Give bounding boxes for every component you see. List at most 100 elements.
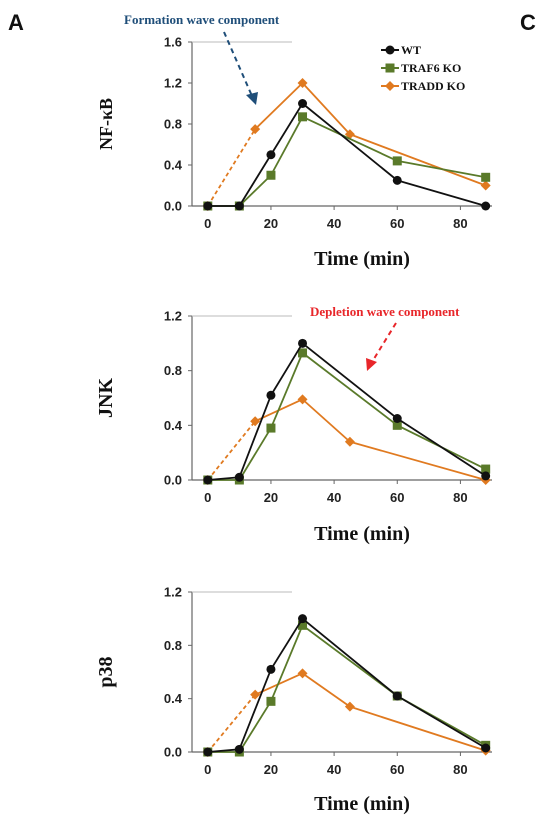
y-tick-label: 1.2: [164, 585, 182, 600]
data-point-circle: [392, 691, 402, 701]
data-point-square: [266, 423, 276, 433]
data-point-square: [392, 156, 402, 166]
x-tick-label: 0: [204, 762, 211, 777]
x-tick-label: 80: [453, 216, 467, 231]
legend-marker: [385, 45, 395, 55]
y-tick-label: 0.0: [164, 745, 182, 760]
series-line-segment: [349, 133, 487, 187]
x-tick-label: 0: [204, 490, 211, 505]
series-line-segment: [238, 154, 272, 207]
series-line-segment: [270, 352, 304, 429]
x-tick-label: 20: [264, 490, 278, 505]
x-tick-label: 80: [453, 762, 467, 777]
series-line-segment: [301, 352, 398, 427]
data-point-circle: [298, 338, 308, 348]
series-line-segment: [254, 82, 304, 130]
series-line-segment: [301, 82, 351, 135]
series-line-segment: [238, 174, 272, 207]
data-point-diamond: [344, 701, 355, 712]
series-traf6-ko: [203, 348, 491, 485]
legend-marker: [385, 81, 395, 91]
series-wt: [203, 338, 491, 485]
series-line-segment: [207, 476, 240, 481]
y-tick-label: 0.0: [164, 473, 182, 488]
x-tick-label: 40: [327, 490, 341, 505]
x-tick-label: 40: [327, 216, 341, 231]
x-tick-label: 20: [264, 216, 278, 231]
data-point-square: [266, 696, 276, 706]
chart-1: 0.0 0.4 0.8 1.2 1.6 0 20 40 60 80 Time (min) NF-κB W…: [96, 35, 492, 270]
legend: WT TRAF6 KO TRADD KO: [381, 43, 465, 93]
x-tick-label: 80: [453, 490, 467, 505]
series-line-segment: [302, 672, 351, 708]
y-axis-title: p38: [95, 656, 117, 687]
series-line-segment: [207, 420, 256, 481]
series-line-segment: [270, 103, 304, 156]
x-axis-title: Time (min): [314, 523, 410, 545]
y-tick-label: 1.2: [164, 309, 182, 324]
y-axis-title: JNK: [95, 378, 117, 418]
data-point-circle: [203, 747, 213, 757]
x-tick-label: 0: [204, 216, 211, 231]
x-tick-label: 40: [327, 762, 341, 777]
series-line-segment: [397, 179, 486, 207]
data-point-circle: [298, 614, 308, 624]
data-point-circle: [481, 471, 491, 481]
data-point-circle: [266, 390, 276, 400]
y-tick-label: 0.4: [164, 158, 183, 173]
legend-label: TRADD KO: [401, 79, 465, 93]
panel-label-c: C: [520, 10, 536, 35]
data-point-diamond: [250, 689, 261, 700]
y-tick-label: 1.6: [164, 35, 182, 50]
series-line-segment: [397, 160, 486, 179]
data-point-circle: [481, 201, 491, 211]
series-line-segment: [302, 116, 398, 162]
data-point-square: [481, 172, 491, 182]
x-axis-title: Time (min): [314, 248, 410, 270]
annotation-arrow-formation: [223, 31, 253, 97]
data-point-circle: [203, 201, 213, 211]
series-line-segment: [349, 440, 486, 481]
data-point-circle: [392, 414, 402, 423]
annotation-arrowhead-formation: [246, 92, 258, 105]
legend-label: TRAF6 KO: [401, 61, 461, 75]
chart-3: 0.0 0.4 0.8 1.2 0 20 40 60 80 Time (min) p38: [95, 585, 492, 815]
series-traf6-ko: [203, 620, 491, 757]
series-line-segment: [207, 128, 256, 207]
series-line-segment: [349, 705, 486, 752]
data-point-square: [266, 170, 276, 180]
data-point-circle: [298, 99, 308, 108]
series-line-segment: [238, 700, 272, 753]
series-line-segment: [301, 617, 398, 697]
y-axis-title: NF-κB: [96, 98, 116, 150]
y-tick-label: 0.0: [164, 199, 182, 214]
panel-label-a: A: [8, 10, 24, 35]
annotation-arrow-depletion: [371, 322, 397, 363]
series-line-segment: [238, 669, 272, 750]
x-tick-label: 20: [264, 762, 278, 777]
data-point-circle: [203, 475, 213, 485]
series-line-segment: [301, 398, 351, 443]
y-tick-label: 1.2: [164, 76, 182, 91]
series-line-segment: [238, 394, 272, 478]
series-line-segment: [270, 116, 304, 176]
series-line-segment: [270, 624, 304, 702]
y-tick-label: 0.4: [164, 691, 183, 706]
annotation-formation-wave: Formation wave component: [124, 12, 280, 27]
data-point-square: [298, 112, 308, 122]
x-tick-label: 60: [390, 490, 404, 505]
series-line-segment: [396, 417, 487, 477]
series-line-segment: [270, 618, 304, 670]
chart-2: 0.0 0.4 0.8 1.2 0 20 40 60 80 Time (min) JNK: [95, 309, 492, 545]
data-point-square: [298, 348, 308, 358]
series-line-segment: [238, 427, 272, 481]
y-tick-label: 0.8: [164, 363, 182, 378]
data-point-square: [392, 420, 402, 430]
data-point-circle: [234, 201, 244, 211]
data-point-circle: [392, 175, 402, 185]
series-tradd-ko: [202, 668, 491, 757]
data-point-square: [481, 464, 491, 474]
data-point-diamond: [297, 394, 308, 405]
annotation-depletion-wave: Depletion wave component: [310, 304, 460, 319]
series-line-segment: [207, 748, 240, 753]
